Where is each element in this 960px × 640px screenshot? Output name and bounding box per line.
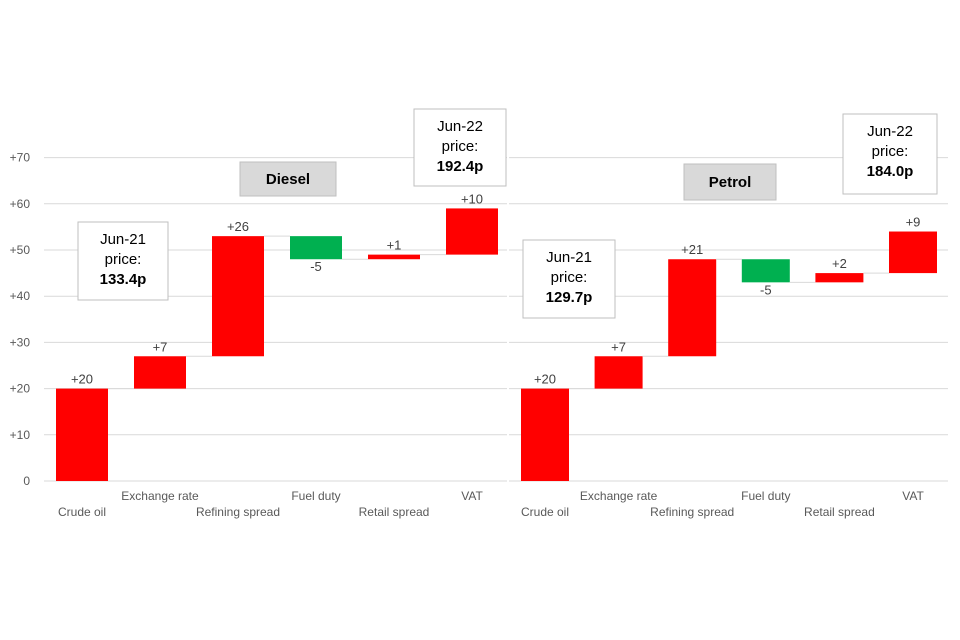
y-tick-label: +20 xyxy=(10,382,31,396)
bar-retail-spread xyxy=(368,254,420,260)
bar-retail-spread xyxy=(815,273,864,283)
data-label: +2 xyxy=(832,256,847,271)
category-label: VAT xyxy=(461,489,483,503)
y-tick-label: +50 xyxy=(10,243,31,257)
chart-title-box xyxy=(239,161,337,197)
end-price-box xyxy=(413,108,507,187)
end-price-box-line2: price: xyxy=(872,143,909,160)
category-label: Refining spread xyxy=(650,505,734,519)
category-label: Retail spread xyxy=(359,505,430,519)
y-tick-label: +60 xyxy=(10,197,31,211)
bar-crude-oil xyxy=(521,388,569,481)
bar-fuel-duty xyxy=(290,236,342,260)
bar-crude-oil xyxy=(56,388,108,481)
bar-vat xyxy=(446,208,498,255)
y-tick-label: 0 xyxy=(23,474,30,488)
category-label: Refining spread xyxy=(196,505,280,519)
y-tick-label: +30 xyxy=(10,335,31,349)
category-label: Crude oil xyxy=(58,505,106,519)
diesel-panel: 0 +10 +20 +30 +40 +50 +60 +70 +20 Crude oil +7 Exch… xyxy=(10,108,507,519)
start-price-box-value: 129.7p xyxy=(546,289,593,306)
end-price-box-line1: Jun-22 xyxy=(437,118,483,135)
petrol-panel: +20 Crude oil +7 Exchange rate +21 Refining s… xyxy=(509,113,948,519)
data-label: +1 xyxy=(387,238,402,253)
start-price-box-line2: price: xyxy=(105,251,142,268)
bar-refining-spread xyxy=(668,259,717,357)
start-price-box-value: 133.4p xyxy=(100,271,147,288)
bar-vat xyxy=(889,231,937,274)
category-label: Exchange rate xyxy=(121,489,199,503)
start-price-box-line2: price: xyxy=(551,269,588,286)
data-label: -5 xyxy=(760,282,772,297)
data-label: +20 xyxy=(534,372,556,387)
data-label: -5 xyxy=(310,259,322,274)
category-label: Retail spread xyxy=(804,505,875,519)
start-price-box xyxy=(77,221,169,301)
category-label: Exchange rate xyxy=(580,489,658,503)
start-price-box-line1: Jun-21 xyxy=(546,249,592,266)
bar-exchange-rate xyxy=(134,356,186,389)
start-price-box xyxy=(522,239,616,319)
end-price-box-value: 192.4p xyxy=(437,158,484,175)
category-label: VAT xyxy=(902,489,924,503)
category-label: Fuel duty xyxy=(741,489,790,503)
chart-title: Petrol xyxy=(709,174,752,191)
bar-refining-spread xyxy=(212,236,264,357)
chart-title-box xyxy=(683,163,777,201)
end-price-box xyxy=(842,113,938,195)
y-tick-label: +10 xyxy=(10,428,31,442)
bar-exchange-rate xyxy=(594,356,643,389)
y-tick-label: +70 xyxy=(10,151,31,165)
chart-title: Diesel xyxy=(266,171,310,188)
end-price-box-value: 184.0p xyxy=(867,163,914,180)
data-label: +10 xyxy=(461,191,483,206)
data-label: +9 xyxy=(906,215,921,230)
data-label: +26 xyxy=(227,219,249,234)
data-label: +7 xyxy=(153,339,168,354)
category-label: Fuel duty xyxy=(291,489,340,503)
category-label: Crude oil xyxy=(521,505,569,519)
data-label: +20 xyxy=(71,372,93,387)
data-label: +21 xyxy=(681,242,703,257)
data-label: +7 xyxy=(611,339,626,354)
end-price-box-line2: price: xyxy=(442,138,479,155)
end-price-box-line1: Jun-22 xyxy=(867,123,913,140)
bar-fuel-duty xyxy=(741,259,790,283)
start-price-box-line1: Jun-21 xyxy=(100,231,146,248)
y-tick-label: +40 xyxy=(10,289,31,303)
